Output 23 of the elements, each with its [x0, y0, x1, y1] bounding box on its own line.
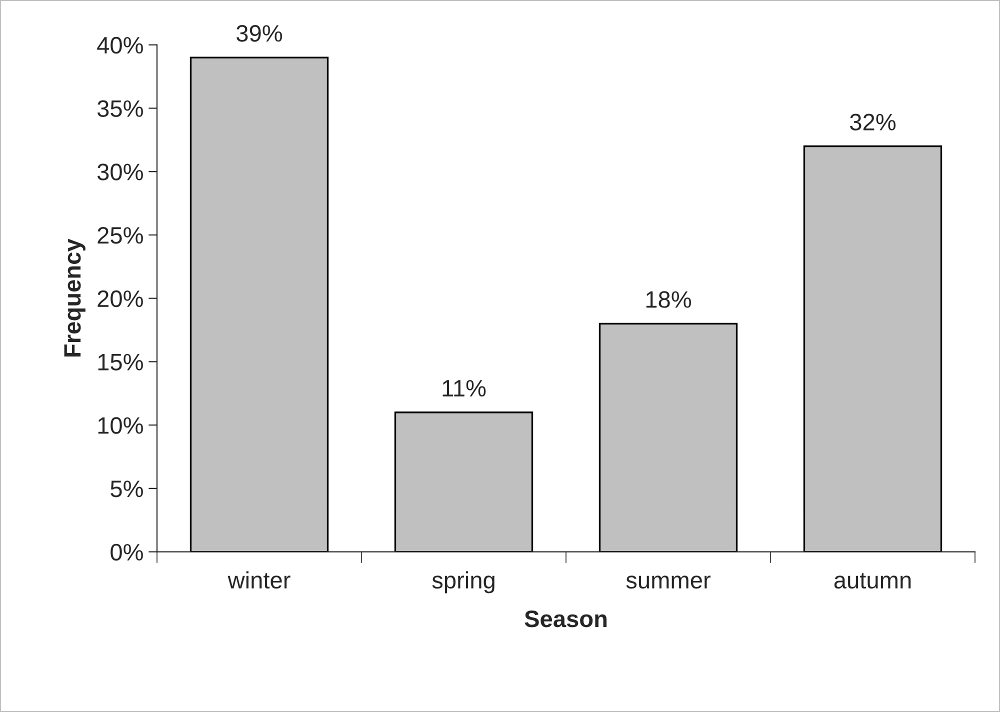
y-tick-label: 15%	[98, 354, 143, 370]
data-label: 32%	[850, 114, 896, 130]
x-tick-label: autumn	[834, 573, 911, 589]
y-tick-label: 0%	[110, 544, 143, 561]
data-label: 18%	[646, 291, 692, 308]
bar	[190, 56, 329, 552]
bar	[803, 145, 942, 552]
bar	[394, 412, 534, 552]
y-tick-label: 25%	[98, 227, 143, 244]
x-tick-label: summer	[626, 576, 710, 589]
data-label: 39%	[236, 25, 282, 42]
x-tick-label: spring	[432, 571, 494, 594]
y-tick-label: 5%	[110, 480, 143, 498]
y-axis-title: Frequency	[64, 238, 86, 356]
y-tick-label: 35%	[97, 100, 143, 118]
x-tick-label: winter	[228, 571, 290, 589]
bar	[598, 322, 738, 552]
y-tick-label: 20%	[98, 290, 143, 308]
y-tick-label: 10%	[98, 417, 143, 434]
y-tick-label: 30%	[97, 164, 143, 180]
x-axis-title: Season	[524, 610, 607, 628]
y-tick-label: 40%	[97, 36, 143, 54]
data-label: 11%	[442, 380, 486, 397]
